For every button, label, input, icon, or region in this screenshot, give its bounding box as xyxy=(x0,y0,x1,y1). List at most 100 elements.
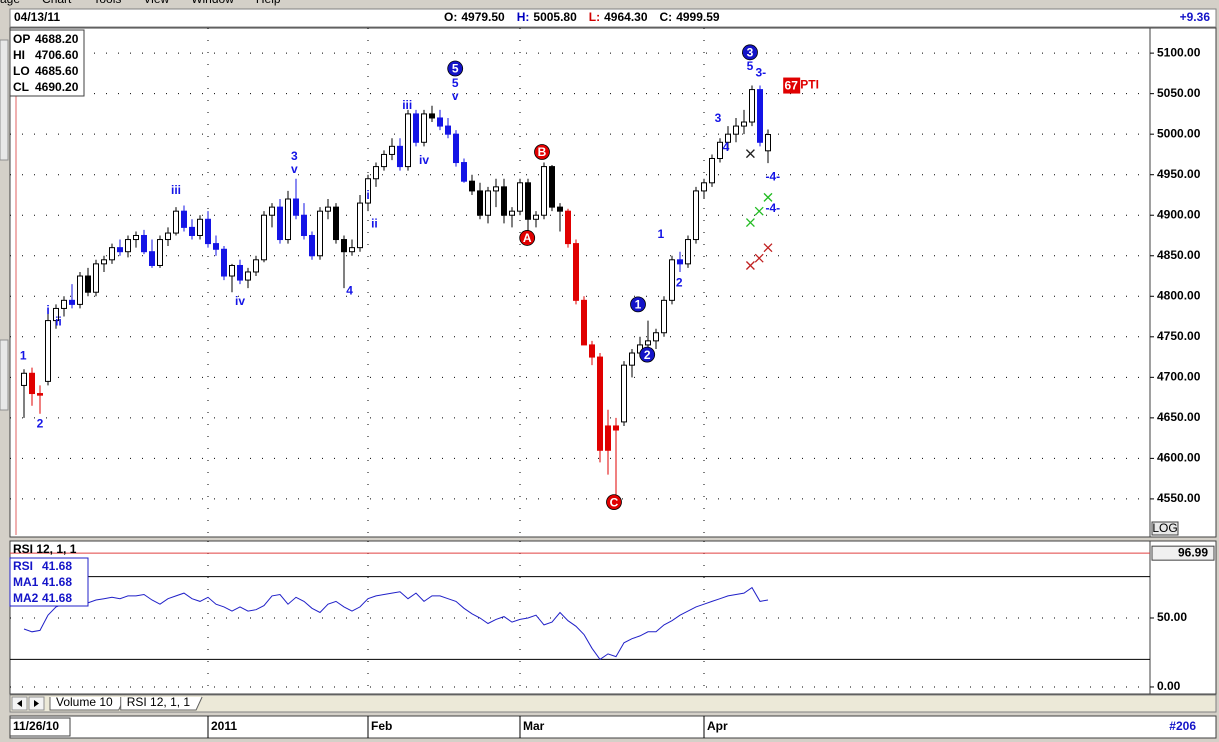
menu-item[interactable]: Help xyxy=(256,0,281,6)
wave-label: 4 xyxy=(346,284,353,298)
box-label: 67 xyxy=(785,79,799,93)
quote-value: 4979.50 xyxy=(461,10,505,24)
quote-value: 5005.80 xyxy=(533,10,577,24)
menu-item[interactable]: age xyxy=(0,0,20,6)
candle-body xyxy=(37,393,43,396)
cross-stroke xyxy=(745,261,755,270)
candle-body xyxy=(133,234,139,241)
wave-label: -4- xyxy=(765,169,780,183)
candle-body xyxy=(469,180,475,192)
quote-label: L: xyxy=(589,10,600,24)
candle-body xyxy=(333,206,339,241)
candle-body xyxy=(645,340,651,346)
candle-body xyxy=(493,186,499,192)
candle-body xyxy=(725,133,731,143)
menu-item[interactable]: Tools xyxy=(93,0,121,6)
data-window-value: 4690.20 xyxy=(35,80,79,94)
candle-body xyxy=(765,134,771,152)
candle-body xyxy=(733,125,739,135)
candle-body xyxy=(349,247,355,253)
candle-body xyxy=(389,145,395,155)
wave-circle xyxy=(742,44,758,61)
pane-title: RSI 12, 1, 1 xyxy=(13,542,77,556)
price-axis xyxy=(1149,27,1217,538)
y-tick-label: 4550.00 xyxy=(1157,491,1201,505)
legend-value: 41.68 xyxy=(42,591,72,605)
candle-body xyxy=(605,425,611,451)
cross-marker xyxy=(745,261,755,270)
legend-value: 41.68 xyxy=(42,559,72,573)
start-date: 11/26/10 xyxy=(13,719,59,733)
wave-label: B xyxy=(538,145,547,159)
candle-body xyxy=(437,117,443,127)
wave-label: 5 xyxy=(452,76,459,90)
candle-body xyxy=(101,259,107,265)
candle-body xyxy=(421,113,427,143)
y-tick-label: 4950.00 xyxy=(1157,167,1201,181)
candle-body xyxy=(285,198,291,241)
candle-body xyxy=(541,166,547,216)
wave-label: 3 xyxy=(291,149,298,163)
label-box xyxy=(783,77,801,94)
candle-body xyxy=(309,234,315,257)
candle-body xyxy=(533,214,539,220)
menu-item[interactable]: View xyxy=(143,0,169,6)
candle-body xyxy=(653,332,659,342)
candle-body xyxy=(165,232,171,241)
candle-body xyxy=(325,206,331,212)
candle-body xyxy=(77,275,83,305)
candle-body xyxy=(229,264,235,277)
candle-body xyxy=(429,113,435,119)
wave-label: 1 xyxy=(635,298,642,312)
legend-value: 41.68 xyxy=(42,575,72,589)
quote-label: O: xyxy=(444,10,457,24)
log-button[interactable] xyxy=(1151,521,1179,536)
left-toolbar xyxy=(0,339,9,411)
wave-label: 5 xyxy=(747,59,754,73)
candle-body xyxy=(69,299,75,305)
quote-label: C: xyxy=(660,10,673,24)
wave-circle xyxy=(630,296,646,313)
y-tick-label: 4750.00 xyxy=(1157,329,1201,343)
candle-body xyxy=(365,178,371,204)
candle-body xyxy=(93,263,99,293)
candle-body xyxy=(741,121,747,127)
wave-circle xyxy=(519,230,536,246)
wave-label: -4- xyxy=(765,201,780,215)
x-tick-label: Feb xyxy=(371,719,392,733)
candle-body xyxy=(485,190,491,216)
menu-item[interactable]: Chart xyxy=(42,0,72,6)
header-date: 04/13/11 xyxy=(14,10,60,24)
wave-label: iii xyxy=(171,183,181,197)
wave-label: 3 xyxy=(715,111,722,125)
candle-body xyxy=(749,89,755,123)
wave-label: C xyxy=(610,495,619,509)
pane-tab[interactable]: RSI 12, 1, 1 xyxy=(120,695,203,711)
candle-body xyxy=(341,239,347,253)
y-tick-label: 50.00 xyxy=(1157,610,1187,624)
y-tick-label: 5000.00 xyxy=(1157,126,1201,140)
x-tick-label: Apr xyxy=(707,719,728,733)
candle-body xyxy=(53,307,59,322)
candle-body xyxy=(221,248,227,277)
y-tick-label: 4800.00 xyxy=(1157,288,1201,302)
pane-tab[interactable]: Volume 10 xyxy=(49,695,126,711)
candle-body xyxy=(477,190,483,216)
y-tick-label: 5100.00 xyxy=(1157,45,1201,59)
cross-marker xyxy=(763,192,773,202)
y-tick-label: 5050.00 xyxy=(1157,86,1201,100)
candle-body xyxy=(453,133,459,164)
candle-body xyxy=(701,182,707,192)
data-window-label: OP xyxy=(13,32,30,46)
x-tick-label: Mar xyxy=(523,719,545,733)
menu-item[interactable]: Window xyxy=(191,0,234,6)
bar-count: #206 xyxy=(1169,719,1196,733)
wave-label: A xyxy=(523,231,532,245)
cross-marker xyxy=(754,253,764,263)
candle-body xyxy=(549,166,555,208)
wave-label: i xyxy=(46,303,49,317)
candle-body xyxy=(213,243,219,250)
scroll-right-icon xyxy=(34,700,39,707)
candle-body xyxy=(373,166,379,180)
